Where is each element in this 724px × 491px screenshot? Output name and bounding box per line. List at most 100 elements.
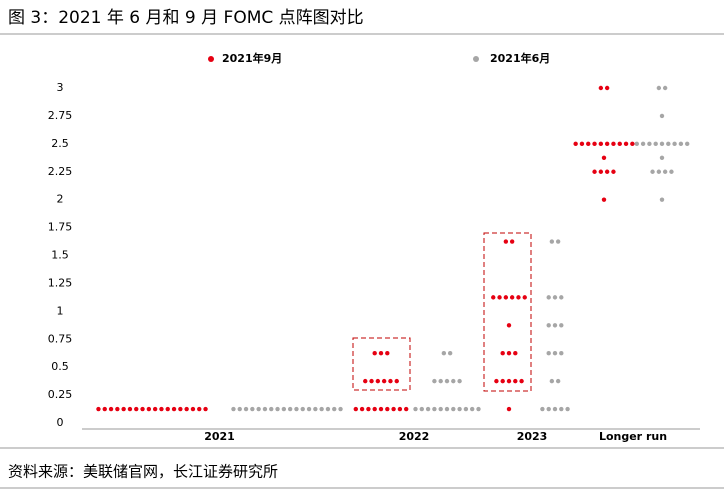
dot	[522, 295, 527, 300]
highlight-box	[483, 232, 532, 392]
legend-label: 2021年6月	[490, 51, 550, 65]
dot	[451, 406, 456, 412]
dot	[659, 155, 665, 160]
dot	[509, 295, 515, 300]
y-tick-label: 0.75	[48, 332, 73, 345]
dot	[552, 295, 558, 300]
dot	[432, 378, 437, 384]
chart-title: 图 3：2021 年 6 月和 9 月 FOMC 点阵图对比	[8, 8, 364, 28]
dot	[509, 239, 515, 244]
dot	[269, 406, 274, 412]
dot	[506, 406, 512, 412]
dot	[549, 378, 555, 384]
dot	[391, 406, 396, 412]
dot	[662, 169, 668, 174]
dot	[546, 295, 551, 300]
dot	[378, 351, 384, 356]
dot	[579, 141, 585, 147]
dot	[372, 351, 377, 356]
dot	[500, 351, 505, 356]
dot	[503, 295, 509, 300]
dot	[559, 323, 564, 328]
dot	[146, 406, 152, 412]
dot	[540, 406, 545, 412]
dot	[281, 406, 287, 412]
dot	[231, 406, 236, 412]
dot	[546, 406, 551, 412]
dot	[306, 406, 312, 412]
dot	[506, 323, 512, 328]
dot	[640, 141, 646, 147]
dot	[332, 406, 337, 412]
highlight-box	[352, 337, 411, 391]
dot	[503, 239, 509, 244]
dot	[611, 169, 616, 174]
dot	[623, 141, 629, 147]
dot	[513, 351, 518, 356]
dot	[108, 406, 114, 412]
dot	[604, 85, 610, 91]
dot	[178, 406, 183, 412]
y-tick-label: 1.5	[51, 249, 69, 262]
dot	[617, 141, 622, 147]
dot	[659, 197, 665, 202]
dot	[394, 378, 399, 384]
dot	[476, 406, 481, 412]
legend-label: 2021年9月	[222, 51, 282, 65]
dot	[262, 406, 268, 412]
dot	[404, 406, 409, 412]
dot	[375, 378, 381, 384]
dot	[494, 378, 499, 384]
dot	[592, 169, 597, 174]
dot	[546, 323, 551, 328]
dot	[353, 406, 358, 412]
dot	[559, 351, 564, 356]
dot	[656, 85, 662, 91]
dot	[363, 378, 368, 384]
dot	[552, 323, 558, 328]
dot	[601, 155, 607, 160]
dot	[497, 295, 502, 300]
dot	[152, 406, 158, 412]
dot	[565, 406, 570, 412]
y-tick-label: 2	[57, 193, 64, 206]
dot	[96, 406, 101, 412]
dot	[381, 378, 387, 384]
dot	[127, 406, 133, 412]
dot	[338, 406, 343, 412]
y-tick-label: 1	[57, 304, 64, 317]
dot	[519, 378, 524, 384]
dot	[438, 406, 443, 412]
dot	[552, 351, 558, 356]
dot	[630, 141, 635, 147]
dot	[203, 406, 208, 412]
dot	[319, 406, 324, 412]
y-tick-label: 3	[57, 81, 64, 94]
dot	[457, 378, 462, 384]
x-tick-label: Longer run	[599, 430, 667, 443]
dot	[491, 295, 496, 300]
dot	[516, 295, 521, 300]
dot	[546, 351, 551, 356]
dot	[659, 141, 665, 147]
dot	[500, 378, 505, 384]
dot	[444, 406, 450, 412]
dot	[672, 141, 677, 147]
dot	[586, 141, 591, 147]
dot	[432, 406, 437, 412]
dot	[592, 141, 597, 147]
dot	[134, 406, 139, 412]
dot	[678, 141, 684, 147]
dot	[243, 406, 249, 412]
dot	[444, 378, 450, 384]
dot	[601, 197, 607, 202]
dot	[397, 406, 403, 412]
dot	[171, 406, 177, 412]
dot	[552, 406, 558, 412]
dot	[573, 141, 578, 147]
dot	[287, 406, 293, 412]
dot	[647, 141, 652, 147]
dot	[140, 406, 145, 412]
dot	[611, 141, 616, 147]
